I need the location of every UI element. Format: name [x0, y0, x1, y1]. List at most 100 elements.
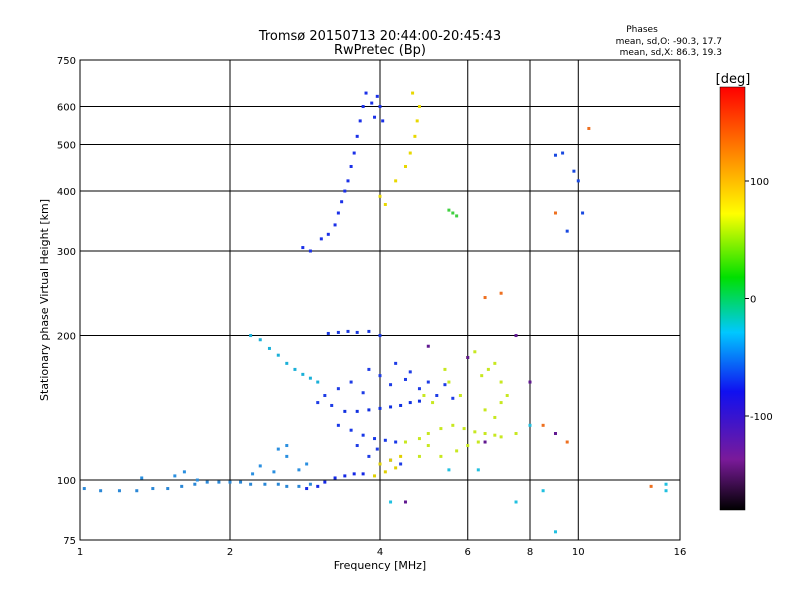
- data-point: [443, 367, 447, 371]
- data-point: [455, 214, 459, 218]
- data-point: [451, 423, 455, 427]
- data-point: [664, 482, 668, 486]
- data-point: [394, 466, 398, 470]
- data-point: [180, 484, 184, 488]
- data-point: [473, 430, 477, 434]
- data-point: [333, 476, 337, 480]
- x-tick-label: 10: [572, 547, 585, 558]
- data-point: [649, 484, 653, 488]
- data-point: [308, 376, 312, 380]
- data-point: [378, 334, 382, 338]
- data-point: [285, 454, 289, 458]
- data-point: [343, 409, 347, 413]
- data-point: [285, 444, 289, 448]
- data-point: [451, 211, 455, 215]
- data-point: [367, 408, 371, 412]
- data-point: [426, 380, 430, 384]
- data-point: [373, 115, 377, 119]
- data-point: [375, 94, 379, 98]
- data-point: [565, 440, 569, 444]
- data-point: [399, 462, 403, 466]
- data-point: [458, 394, 462, 398]
- data-point: [355, 409, 359, 413]
- data-point: [117, 489, 121, 493]
- data-point: [553, 530, 557, 534]
- data-point: [486, 367, 490, 371]
- y-tick-label: 100: [57, 476, 76, 487]
- data-point: [263, 482, 267, 486]
- grid-lines: [80, 60, 680, 540]
- data-point: [301, 372, 305, 376]
- x-tick-label: 2: [227, 547, 233, 558]
- data-point: [462, 427, 466, 431]
- data-point: [394, 440, 398, 444]
- data-point: [308, 249, 312, 253]
- data-point: [375, 447, 379, 451]
- data-point: [473, 350, 477, 354]
- y-tick-label: 75: [63, 536, 76, 547]
- data-point: [466, 355, 470, 359]
- data-point: [417, 399, 421, 403]
- data-point: [355, 330, 359, 334]
- data-point: [451, 396, 455, 400]
- data-point: [316, 484, 320, 488]
- data-point: [499, 401, 503, 405]
- data-point: [336, 330, 340, 334]
- data-point: [408, 401, 412, 405]
- data-point: [285, 484, 289, 488]
- data-point: [378, 374, 382, 378]
- phases-title: Phases: [626, 25, 658, 35]
- data-point: [587, 126, 591, 130]
- data-point: [151, 487, 155, 491]
- data-point: [528, 380, 532, 384]
- data-point: [403, 500, 407, 504]
- data-point: [330, 403, 334, 407]
- plot-frame: [79, 59, 681, 541]
- data-point: [182, 470, 186, 474]
- data-point: [383, 470, 387, 474]
- data-point: [346, 329, 350, 333]
- x-axis-ticks: 1 2 4 6 8 10 16: [77, 547, 687, 558]
- data-point: [355, 134, 359, 138]
- data-point: [336, 423, 340, 427]
- data-point: [514, 334, 518, 338]
- phases-x-line: mean, sd,X: 86.3, 19.3: [620, 48, 722, 58]
- data-point: [276, 353, 280, 357]
- data-point: [408, 151, 412, 155]
- data-point: [422, 394, 426, 398]
- data-point: [561, 151, 565, 155]
- data-point: [664, 489, 668, 493]
- data-point: [514, 432, 518, 436]
- data-point: [336, 387, 340, 391]
- data-point: [340, 200, 344, 204]
- colorbar-label: [deg]: [716, 72, 751, 87]
- data-point: [358, 119, 362, 123]
- x-axis-label: Frequency [MHz]: [334, 559, 426, 572]
- data-point: [336, 211, 340, 215]
- data-point: [343, 189, 347, 193]
- data-point: [476, 468, 480, 472]
- y-tick-label: 500: [57, 141, 76, 152]
- data-point: [251, 472, 255, 476]
- data-point: [528, 423, 532, 427]
- y-axis-label: Stationary phase Virtual Height [km]: [38, 199, 51, 401]
- data-point: [408, 370, 412, 374]
- data-point: [361, 433, 365, 437]
- data-point: [505, 394, 509, 398]
- colorbar: [719, 86, 746, 511]
- data-point: [195, 478, 199, 482]
- y-tick-label: 300: [57, 247, 76, 258]
- data-point: [417, 437, 421, 441]
- data-point: [267, 346, 271, 350]
- x-tick-label: 8: [527, 547, 533, 558]
- data-point: [403, 164, 407, 168]
- data-point: [439, 454, 443, 458]
- data-point: [258, 464, 262, 468]
- data-point: [417, 105, 421, 109]
- data-point: [447, 380, 451, 384]
- data-point: [367, 329, 371, 333]
- data-point: [514, 500, 518, 504]
- y-tick-label: 750: [57, 56, 76, 67]
- data-point: [349, 428, 353, 432]
- data-point: [417, 454, 421, 458]
